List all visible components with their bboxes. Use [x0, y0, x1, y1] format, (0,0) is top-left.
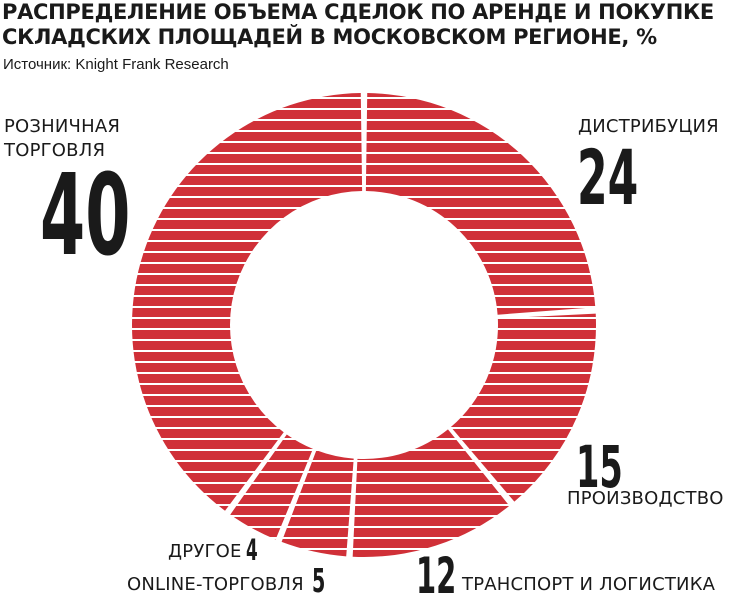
label-retail-line1: РОЗНИЧНАЯ	[4, 116, 121, 137]
value-retail: 40	[40, 151, 131, 281]
label-other: ДРУГОЕ	[168, 541, 242, 562]
label-distribution: ДИСТРИБУЦИЯ	[578, 116, 719, 137]
donut-slice-transport	[352, 429, 510, 557]
value-distribution: 24	[577, 133, 639, 222]
value-production: 15	[576, 433, 623, 501]
value-other: 4	[246, 533, 258, 567]
label-retail-line2: ТОРГОВЛЯ	[4, 140, 106, 161]
source-note: Источник: Knight Frank Research	[3, 56, 229, 73]
title-line-2: СКЛАДСКИХ ПЛОЩАДЕЙ В МОСКОВСКОМ РЕГИОНЕ,…	[2, 25, 657, 49]
donut-segments	[132, 93, 596, 557]
label-online: ONLINE-ТОРГОВЛЯ	[127, 574, 304, 595]
label-transport: ТРАНСПОРТ И ЛОГИСТИКА	[462, 574, 716, 595]
donut-slice-online	[281, 450, 354, 557]
donut-slice-other	[230, 434, 313, 540]
value-online: 5	[312, 561, 326, 600]
label-production: ПРОИЗВОДСТВО	[567, 488, 724, 509]
donut-slice-production	[450, 313, 596, 502]
donut-slice-retail	[132, 93, 363, 511]
chart-title: РАСПРЕДЕЛЕНИЕ ОБЪЕМА СДЕЛОК ПО АРЕНДЕ И …	[2, 0, 722, 50]
title-line-1: РАСПРЕДЕЛЕНИЕ ОБЪЕМА СДЕЛОК ПО АРЕНДЕ И …	[2, 0, 714, 24]
label-retail: РОЗНИЧНАЯ ТОРГОВЛЯ	[4, 115, 120, 163]
value-transport: 12	[416, 547, 457, 605]
donut-slice-distribution	[365, 93, 596, 315]
